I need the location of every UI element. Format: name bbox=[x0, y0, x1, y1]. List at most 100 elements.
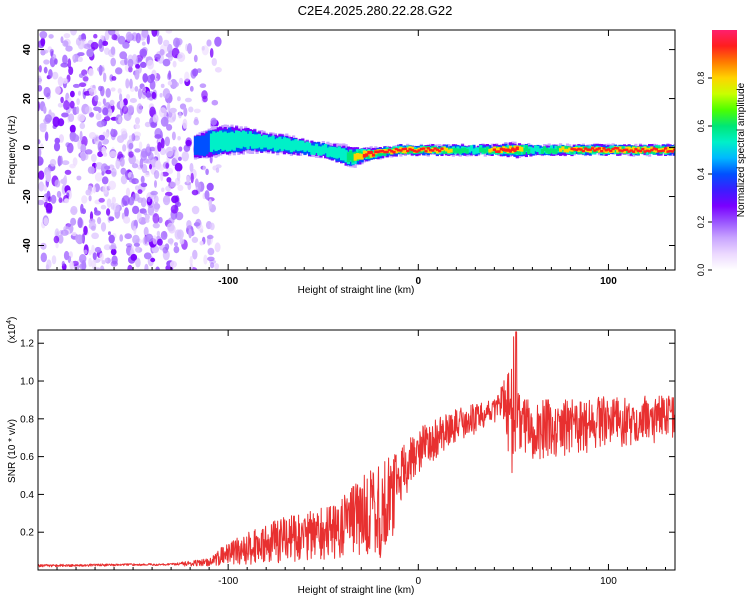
spectrogram-ridge-cell bbox=[613, 147, 617, 150]
snr-multiplier: (x104) bbox=[6, 317, 18, 344]
spectrogram-noise-blob bbox=[208, 199, 212, 205]
snr-multiplier-close: ) bbox=[7, 317, 18, 320]
spectrogram-ridge-cell bbox=[657, 150, 661, 153]
spectrogram-noise-blob bbox=[206, 234, 214, 240]
spectrogram-noise-blob bbox=[105, 88, 111, 98]
spectrogram-ridge-cell bbox=[282, 137, 287, 150]
spectrogram-noise-blob bbox=[94, 207, 98, 213]
spectrogram-noise-blob bbox=[141, 163, 148, 174]
spectrogram-noise-blob bbox=[100, 204, 107, 210]
snr-ytick-label: 0.8 bbox=[20, 414, 34, 425]
spectrogram-ridge-cell bbox=[531, 147, 535, 154]
spectrogram-noise-blob bbox=[108, 234, 115, 244]
spectrogram-ridge-cell bbox=[360, 153, 364, 160]
spectrogram-noise-blob bbox=[95, 113, 102, 121]
spectrogram-ridge-cell bbox=[353, 153, 357, 161]
spectrogram-noise-blob bbox=[178, 111, 182, 119]
spectrogram-ridge-cell bbox=[622, 148, 627, 152]
spectrogram-ridge-cell bbox=[253, 134, 257, 149]
spectrogram-noise-blob bbox=[175, 211, 184, 221]
spectrogram-ridge-cell bbox=[664, 149, 668, 154]
spectrogram-ridge-cell bbox=[314, 143, 319, 153]
spectrogram-ridge-cell bbox=[524, 145, 528, 152]
spectrogram-ridge-cell bbox=[225, 133, 230, 152]
spectrogram-ridge-cell bbox=[579, 149, 583, 154]
spectrogram-ridge-cell bbox=[378, 151, 382, 157]
spectrogram-noise-blob bbox=[173, 81, 179, 88]
spectrogram-noise-blob bbox=[209, 155, 213, 164]
spectrogram-ridge-cell bbox=[504, 148, 508, 152]
spectrogram-noise-blob bbox=[204, 190, 210, 200]
spectrogram-noise-blob bbox=[143, 252, 152, 260]
spectrogram-noise-blob bbox=[83, 249, 88, 255]
spectrogram-ridge-cell bbox=[616, 149, 620, 153]
spectrogram-noise-blob bbox=[110, 87, 116, 92]
spectrogram-ridge-cell bbox=[488, 148, 492, 153]
spectrogram-noise-blob bbox=[81, 136, 88, 147]
spectrogram-ridge-cell bbox=[627, 150, 631, 153]
snr-xtick-label: 0 bbox=[416, 576, 422, 587]
spectrogram-noise-blob bbox=[165, 162, 169, 169]
spectrogram-noise-blob bbox=[78, 90, 81, 96]
spectrogram-ridge-cell bbox=[577, 147, 581, 151]
spectrogram-noise-blob bbox=[173, 246, 180, 254]
spectrogram-ridge-cell bbox=[312, 145, 316, 155]
spectrogram-noise-blob bbox=[76, 175, 82, 181]
spectrogram-noise-blob bbox=[165, 146, 174, 158]
spectrogram-ridge-cell bbox=[285, 138, 289, 151]
spectrogram-noise-blob bbox=[125, 31, 133, 42]
spectrogram-panel: -100 0 100 -40 -20 0 20 40 Height of straight l… bbox=[7, 29, 676, 296]
spectrogram-ridge-cell bbox=[513, 148, 517, 152]
spectrogram-noise-blob bbox=[136, 103, 143, 114]
spectrogram-ridge-cell bbox=[406, 149, 410, 153]
spectrogram-noise-blob bbox=[50, 194, 57, 204]
spectrogram-noise-blob bbox=[106, 198, 112, 208]
spectrogram-noise-blob bbox=[205, 168, 209, 175]
spectrogram-noise-blob bbox=[108, 180, 117, 190]
spectrogram-ridge-cell bbox=[565, 148, 570, 153]
spectrogram-ytick-label: 0 bbox=[22, 144, 33, 150]
spectrogram-noise-blob bbox=[150, 257, 156, 263]
spectrogram-noise-blob bbox=[127, 58, 134, 68]
spectrogram-noise-blob bbox=[77, 56, 83, 62]
spectrogram-ridge-cell bbox=[517, 146, 522, 152]
spectrogram-noise-blob bbox=[86, 48, 94, 58]
spectrogram-ridge-cell bbox=[392, 151, 396, 154]
spectrogram-noise-blob bbox=[199, 240, 204, 246]
spectrogram-noise-blob bbox=[160, 230, 168, 240]
spectrogram-noise-blob bbox=[44, 131, 49, 142]
spectrogram-ridge-cell bbox=[625, 148, 629, 151]
spectrogram-noise-blob bbox=[154, 77, 158, 83]
spectrogram-ridge-cell bbox=[517, 148, 522, 155]
spectrogram-noise-blob bbox=[108, 231, 111, 236]
spectrogram-ridge-cell bbox=[618, 146, 622, 151]
spectrogram-noise-blob bbox=[171, 131, 176, 141]
spectrogram-noise-blob bbox=[62, 40, 69, 47]
spectrogram-noise-blob bbox=[148, 146, 156, 152]
spectrogram-ridge-cell bbox=[280, 138, 284, 152]
spectrogram-ylabel: Frequency (Hz) bbox=[7, 116, 18, 185]
spectrogram-noise-blob bbox=[152, 213, 160, 224]
spectrogram-ridge-cell bbox=[426, 147, 430, 150]
spectrogram-ridge-cell bbox=[479, 147, 483, 153]
spectrogram-ridge-cell bbox=[654, 149, 658, 153]
spectrogram-ridge-cell bbox=[600, 150, 604, 153]
spectrogram-noise-blob bbox=[206, 39, 212, 47]
spectrogram-ridge-cell bbox=[255, 134, 259, 149]
spectrogram-noise-blob bbox=[147, 152, 154, 161]
spectrogram-ridge-cell bbox=[572, 148, 576, 151]
spectrogram-noise-blob bbox=[159, 107, 167, 118]
spectrogram-noise-blob bbox=[98, 197, 105, 203]
snr-ylabel: SNR (10 * v/v) bbox=[7, 419, 18, 483]
spectrogram-ridge-cell bbox=[673, 148, 675, 151]
spectrogram-noise-blob bbox=[122, 144, 127, 152]
spectrogram-noise-blob bbox=[48, 69, 53, 79]
spectrogram-noise-blob bbox=[88, 87, 97, 96]
spectrogram-noise-blob bbox=[214, 36, 222, 47]
spectrogram-ridge-cell bbox=[205, 133, 209, 155]
spectrogram-ridge-cell bbox=[424, 150, 428, 153]
spectrogram-noise-blob bbox=[94, 94, 99, 102]
spectrogram-noise-blob bbox=[101, 260, 106, 265]
colorbar-tick-label: 0.0 bbox=[696, 264, 706, 277]
spectrogram-noise-blob bbox=[160, 171, 164, 182]
